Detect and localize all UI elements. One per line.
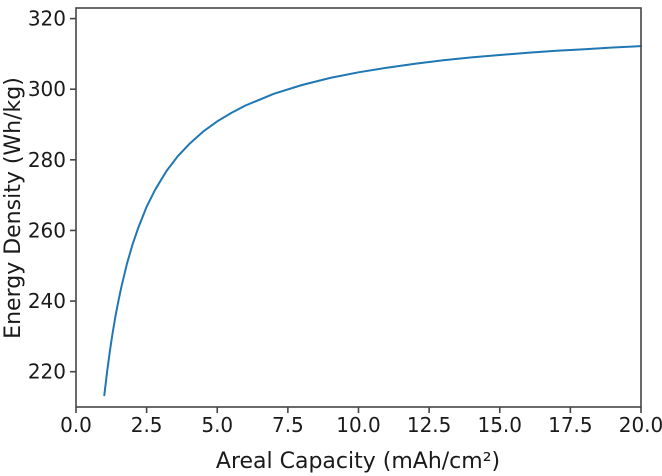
x-tick-label: 5.0 [201,413,233,437]
y-tick-label: 280 [28,148,66,172]
plot-area [76,8,641,407]
x-tick-label: 7.5 [272,413,304,437]
x-tick-label: 20.0 [619,413,662,437]
y-axis-label: Energy Density (Wh/kg) [1,77,26,339]
y-axis-ticks: 220 240 260 280 300 320 [28,7,76,384]
y-tick-label: 240 [28,289,66,313]
x-tick-label: 15.0 [477,413,522,437]
x-tick-label: 17.5 [548,413,593,437]
y-tick-label: 220 [28,360,66,384]
x-tick-label: 2.5 [131,413,163,437]
y-tick-label: 260 [28,218,66,242]
x-tick-label: 12.5 [407,413,452,437]
energy-density-curve [103,45,642,397]
y-tick-label: 300 [28,77,66,101]
x-tick-label: 10.0 [336,413,381,437]
x-axis-ticks: 0.0 2.5 5.0 7.5 10.0 12.5 15.0 17.5 20.0 [60,407,662,437]
x-axis-label: Areal Capacity (mAh/cm²) [216,449,500,474]
y-tick-label: 320 [28,7,66,31]
x-tick-label: 0.0 [60,413,92,437]
